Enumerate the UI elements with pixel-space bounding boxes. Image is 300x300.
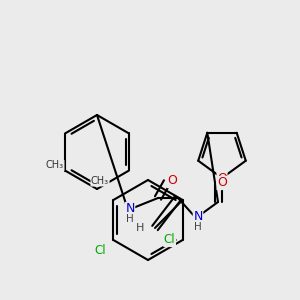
Text: Cl: Cl <box>94 244 106 256</box>
Text: H: H <box>194 222 202 232</box>
Text: CH₃: CH₃ <box>46 160 64 170</box>
Text: H: H <box>136 223 144 233</box>
Text: O: O <box>217 176 227 190</box>
Text: O: O <box>217 172 227 184</box>
Text: N: N <box>125 202 135 215</box>
Text: CH₃: CH₃ <box>91 176 109 186</box>
Text: O: O <box>167 175 177 188</box>
Text: Cl: Cl <box>164 233 176 247</box>
Text: H: H <box>126 214 134 224</box>
Text: N: N <box>193 211 203 224</box>
